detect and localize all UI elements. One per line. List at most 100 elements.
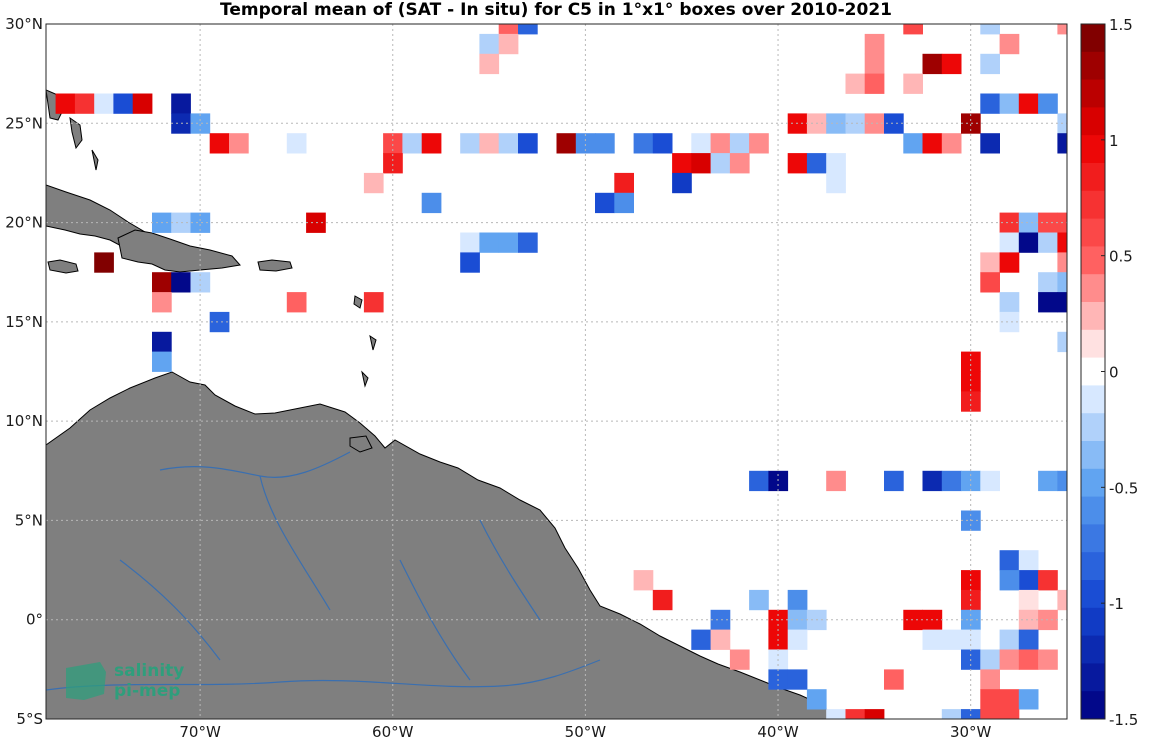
data-cell — [691, 153, 711, 174]
data-cell — [999, 311, 1020, 333]
data-cell — [941, 133, 962, 154]
data-cell — [1038, 570, 1058, 591]
data-cell — [903, 24, 923, 35]
data-cell — [460, 133, 480, 154]
colorbar-swatch — [1081, 607, 1105, 636]
data-cell — [1018, 629, 1039, 650]
data-cell — [498, 33, 519, 55]
data-cell — [999, 629, 1020, 650]
data-cell — [479, 133, 500, 154]
data-cell — [479, 53, 500, 75]
y-tick-label: 10°N — [5, 412, 43, 430]
colorbar-swatch — [1081, 107, 1105, 136]
y-tick-label: 15°N — [5, 313, 43, 331]
data-cell — [999, 292, 1020, 313]
data-cell — [1057, 470, 1067, 492]
data-cell — [884, 470, 904, 492]
data-cell — [845, 73, 866, 94]
data-cell — [903, 133, 923, 154]
data-cell — [691, 133, 711, 154]
data-cell — [999, 33, 1020, 55]
data-cell — [980, 252, 1000, 273]
grid-lines — [46, 24, 1067, 719]
colorbar-swatch — [1081, 274, 1105, 303]
data-cell — [132, 93, 153, 114]
data-cell — [729, 649, 750, 670]
y-tick-labels: 30°N 25°N 20°N 15°N 10°N 5°N 0° 5°S — [5, 15, 43, 728]
data-cell — [1018, 689, 1039, 710]
south-america-land — [46, 371, 839, 719]
x-tick-label: 40°W — [757, 723, 799, 740]
data-cell — [1038, 272, 1058, 293]
logo-line2: pi-mep — [114, 681, 180, 701]
colorbar-tick-label: -1.5 — [1109, 711, 1138, 729]
data-cell — [787, 629, 808, 650]
data-cell — [460, 252, 480, 273]
y-tick-label: 0° — [26, 611, 43, 629]
data-cell — [710, 629, 731, 650]
data-cell — [826, 709, 846, 719]
colorbar-swatch — [1081, 79, 1105, 108]
data-cell — [980, 272, 1000, 293]
data-cell — [999, 689, 1020, 710]
x-tick-label: 60°W — [372, 723, 414, 740]
data-cell — [518, 232, 538, 253]
data-cell — [999, 550, 1020, 571]
orinoco-river — [159, 451, 351, 478]
data-cell — [171, 93, 191, 114]
trinidad-land — [349, 435, 373, 453]
data-cell — [864, 113, 885, 134]
colorbar-tick-label: 0.5 — [1109, 248, 1133, 266]
data-cell — [363, 292, 384, 313]
y-tick-label: 5°S — [16, 710, 43, 728]
data-cell — [845, 709, 866, 719]
data-cell — [652, 133, 673, 154]
data-cell — [1038, 232, 1058, 253]
data-cell — [498, 232, 519, 253]
river-branch-d — [479, 519, 541, 621]
data-cell — [980, 649, 1000, 670]
data-cell — [1038, 470, 1058, 492]
data-cell — [152, 331, 172, 353]
data-cell — [556, 133, 577, 154]
colorbar-tick-label: 1.5 — [1109, 16, 1133, 34]
colorbar-swatch — [1081, 385, 1105, 414]
y-tick-label: 30°N — [5, 15, 43, 33]
data-cell — [922, 133, 943, 154]
plot-border — [45, 23, 1068, 720]
colorbar-swatch — [1081, 329, 1105, 358]
colorbar-swatch — [1081, 580, 1105, 609]
data-cell — [286, 133, 307, 154]
data-cell — [729, 153, 750, 174]
data-cell — [999, 570, 1020, 591]
logo-line1: salinity — [114, 661, 184, 681]
data-cell — [190, 113, 211, 134]
data-cell — [1018, 93, 1039, 114]
data-cell — [864, 709, 885, 719]
data-cell — [229, 133, 249, 154]
chart-title: Temporal mean of (SAT - In situ) for C5 … — [220, 0, 892, 20]
data-cell — [749, 589, 769, 611]
colorbar-swatch — [1081, 524, 1105, 553]
data-cell — [749, 133, 769, 154]
data-cell — [806, 153, 827, 174]
colorbar-tick-label: 0 — [1109, 364, 1119, 382]
data-cell — [1057, 133, 1067, 154]
data-cell — [595, 133, 615, 154]
data-cell — [864, 33, 885, 55]
data-cell — [209, 311, 230, 333]
data-cell — [479, 232, 500, 253]
data-cell — [94, 252, 114, 273]
x-tick-label: 30°W — [950, 723, 992, 740]
data-cell — [864, 53, 885, 75]
salinity-pimep-logo: salinity pi-mep — [66, 661, 184, 701]
data-cell — [787, 669, 808, 690]
data-cell — [306, 212, 326, 233]
y-tick-label: 25°N — [5, 114, 43, 132]
y-tick-label: 20°N — [5, 214, 43, 232]
data-cell — [421, 192, 442, 214]
data-cell — [999, 709, 1020, 719]
data-cell — [710, 153, 731, 174]
data-cell — [980, 470, 1000, 492]
